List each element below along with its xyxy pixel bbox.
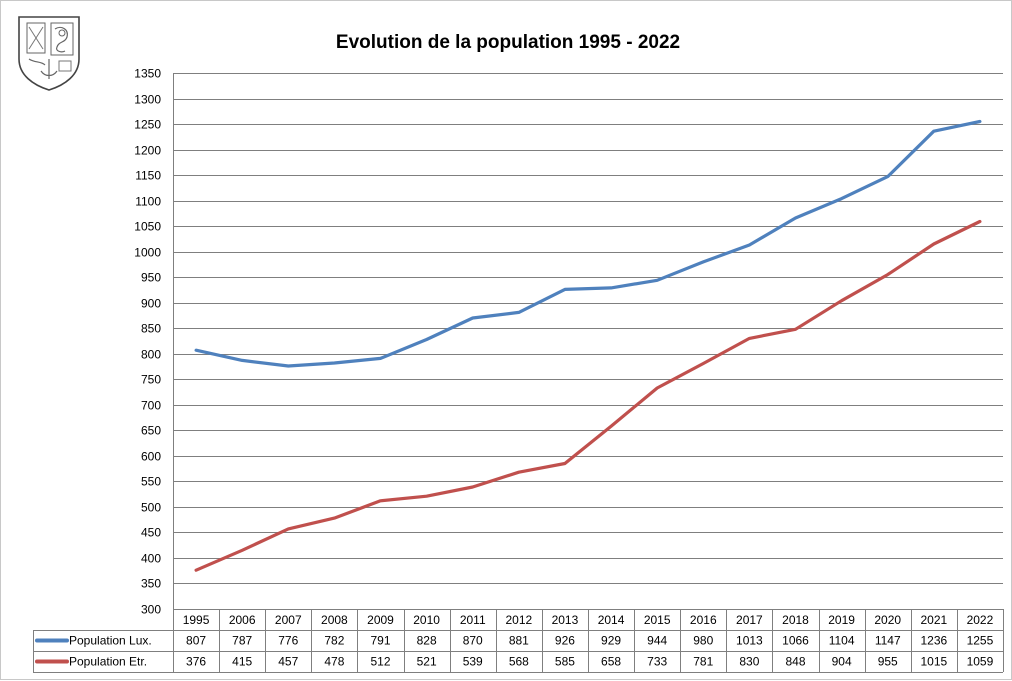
data-cell: 733 bbox=[647, 655, 667, 669]
data-cell: 1236 bbox=[920, 634, 947, 648]
data-cell: 776 bbox=[278, 634, 298, 648]
data-cell: 1104 bbox=[829, 634, 855, 648]
y-tick-label: 650 bbox=[141, 424, 161, 438]
series-line-population-lux bbox=[194, 119, 982, 368]
chart-title: Evolution de la population 1995 - 2022 bbox=[336, 32, 680, 53]
data-cell: 944 bbox=[647, 634, 667, 648]
data-cell: 828 bbox=[417, 634, 437, 648]
data-cell: 929 bbox=[601, 634, 621, 648]
data-cell: 1147 bbox=[875, 634, 901, 648]
y-tick-label: 450 bbox=[141, 526, 161, 540]
y-tick-label: 1150 bbox=[135, 169, 161, 183]
y-tick-label: 600 bbox=[141, 450, 161, 464]
data-cell: 415 bbox=[232, 655, 252, 669]
y-tick-label: 1100 bbox=[135, 195, 161, 209]
data-cell: 1013 bbox=[736, 634, 763, 648]
y-tick-label: 750 bbox=[141, 373, 161, 387]
y-axis-labels: 300 350 400 450 500 550 600 650 700 750 800 850 900 9… bbox=[134, 67, 161, 617]
series-line-population-etr bbox=[194, 219, 982, 572]
y-tick-label: 550 bbox=[141, 475, 161, 489]
y-tick-label: 1050 bbox=[134, 220, 161, 234]
data-cell: 881 bbox=[509, 634, 529, 648]
data-cell: 791 bbox=[370, 634, 390, 648]
x-tick-label: 2017 bbox=[736, 613, 763, 627]
data-cell: 870 bbox=[463, 634, 483, 648]
data-cell: 781 bbox=[693, 655, 713, 669]
y-tick-label: 300 bbox=[141, 603, 161, 617]
y-tick-label: 1200 bbox=[134, 144, 161, 158]
x-tick-label: 2019 bbox=[828, 613, 855, 627]
data-cell: 1255 bbox=[967, 634, 994, 648]
y-tick-label: 1250 bbox=[134, 118, 161, 132]
data-cell: 658 bbox=[601, 655, 621, 669]
data-cell: 512 bbox=[370, 655, 390, 669]
x-tick-label: 2013 bbox=[552, 613, 579, 627]
x-tick-label: 2014 bbox=[598, 613, 625, 627]
data-cell: 1059 bbox=[967, 655, 994, 669]
x-tick-label: 2006 bbox=[229, 613, 256, 627]
data-cell: 787 bbox=[232, 634, 252, 648]
data-cell: 521 bbox=[417, 655, 437, 669]
y-tick-label: 400 bbox=[141, 552, 161, 566]
y-tick-label: 900 bbox=[141, 297, 161, 311]
data-cell: 568 bbox=[509, 655, 529, 669]
data-cell: 782 bbox=[324, 634, 344, 648]
x-tick-label: 1995 bbox=[183, 613, 210, 627]
data-cell: 904 bbox=[832, 655, 852, 669]
x-tick-label: 2007 bbox=[275, 613, 302, 627]
data-cell: 1066 bbox=[782, 634, 809, 648]
y-tick-label: 800 bbox=[141, 348, 161, 362]
gridlines bbox=[173, 73, 1003, 610]
x-tick-label: 2022 bbox=[967, 613, 994, 627]
data-cell: 376 bbox=[186, 655, 206, 669]
x-tick-label: 2018 bbox=[782, 613, 809, 627]
data-cell: 457 bbox=[278, 655, 298, 669]
y-tick-label: 850 bbox=[141, 322, 161, 336]
legend-label: Population Lux. bbox=[69, 634, 152, 648]
x-tick-label: 2016 bbox=[690, 613, 717, 627]
series-lines bbox=[194, 119, 982, 572]
y-tick-label: 1300 bbox=[134, 93, 161, 107]
data-cell: 848 bbox=[785, 655, 805, 669]
y-tick-label: 700 bbox=[141, 399, 161, 413]
data-cell: 807 bbox=[186, 634, 206, 648]
data-cell: 585 bbox=[555, 655, 575, 669]
x-tick-label: 2015 bbox=[644, 613, 671, 627]
x-tick-label: 2020 bbox=[874, 613, 901, 627]
x-tick-label: 2012 bbox=[505, 613, 532, 627]
y-tick-label: 500 bbox=[141, 501, 161, 515]
x-tick-label: 2009 bbox=[367, 613, 394, 627]
data-cell: 926 bbox=[555, 634, 575, 648]
y-tick-label: 1000 bbox=[134, 246, 161, 260]
y-tick-label: 950 bbox=[141, 271, 161, 285]
x-tick-label: 2008 bbox=[321, 613, 348, 627]
coat-of-arms-logo bbox=[18, 16, 80, 91]
y-tick-label: 350 bbox=[141, 577, 161, 591]
data-cell: 1015 bbox=[920, 655, 947, 669]
data-cell: 955 bbox=[878, 655, 898, 669]
data-cell: 478 bbox=[324, 655, 344, 669]
x-tick-label: 2010 bbox=[413, 613, 440, 627]
data-cell: 980 bbox=[693, 634, 713, 648]
x-tick-label: 2021 bbox=[920, 613, 947, 627]
legend-label: Population Etr. bbox=[69, 655, 147, 669]
data-cell: 539 bbox=[463, 655, 483, 669]
y-tick-label: 1350 bbox=[134, 67, 161, 81]
x-tick-label: 2011 bbox=[460, 613, 486, 627]
data-cell: 830 bbox=[739, 655, 759, 669]
data-table: 1995 2006 2007 2008 2009 2010 2011 2012 2013 2014… bbox=[33, 609, 1004, 673]
